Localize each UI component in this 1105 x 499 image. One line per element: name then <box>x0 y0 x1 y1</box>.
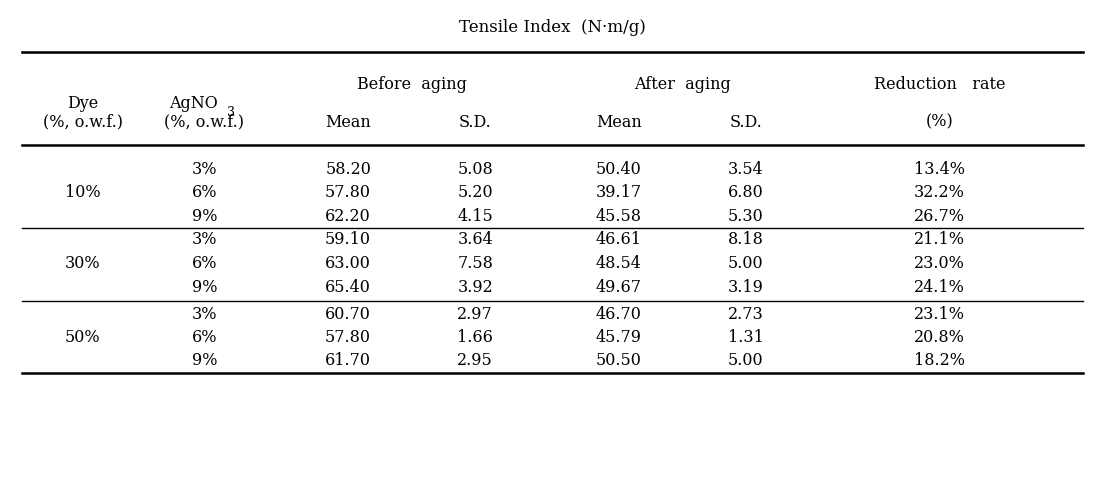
Text: 23.1%: 23.1% <box>914 306 965 323</box>
Text: 57.80: 57.80 <box>325 184 371 201</box>
Text: After  aging: After aging <box>634 76 730 93</box>
Text: 2.95: 2.95 <box>457 352 493 369</box>
Text: 62.20: 62.20 <box>325 208 371 225</box>
Text: 3.92: 3.92 <box>457 279 493 296</box>
Text: 3%: 3% <box>191 306 218 323</box>
Text: 9%: 9% <box>191 208 218 225</box>
Text: 5.30: 5.30 <box>728 208 764 225</box>
Text: 2.97: 2.97 <box>457 306 493 323</box>
Text: 10%: 10% <box>65 184 101 201</box>
Text: 23.0%: 23.0% <box>914 255 965 272</box>
Text: 1.66: 1.66 <box>457 329 493 346</box>
Text: S.D.: S.D. <box>729 114 762 131</box>
Text: 5.00: 5.00 <box>728 255 764 272</box>
Text: 45.58: 45.58 <box>596 208 642 225</box>
Text: 60.70: 60.70 <box>325 306 371 323</box>
Text: 50.40: 50.40 <box>596 161 642 178</box>
Text: 5.08: 5.08 <box>457 161 493 178</box>
Text: 57.80: 57.80 <box>325 329 371 346</box>
Text: 65.40: 65.40 <box>325 279 371 296</box>
Text: 3.54: 3.54 <box>728 161 764 178</box>
Text: Dye: Dye <box>67 95 98 112</box>
Text: Mean: Mean <box>596 114 642 131</box>
Text: 6%: 6% <box>191 184 218 201</box>
Text: 20.8%: 20.8% <box>914 329 965 346</box>
Text: (%, o.w.f.): (%, o.w.f.) <box>165 114 244 131</box>
Text: 3: 3 <box>227 106 235 119</box>
Text: 50.50: 50.50 <box>596 352 642 369</box>
Text: 2.73: 2.73 <box>728 306 764 323</box>
Text: 5.00: 5.00 <box>728 352 764 369</box>
Text: 6%: 6% <box>191 329 218 346</box>
Text: 58.20: 58.20 <box>325 161 371 178</box>
Text: Before  aging: Before aging <box>357 76 466 93</box>
Text: 5.20: 5.20 <box>457 184 493 201</box>
Text: 6%: 6% <box>191 255 218 272</box>
Text: 3.19: 3.19 <box>728 279 764 296</box>
Text: 4.15: 4.15 <box>457 208 493 225</box>
Text: 61.70: 61.70 <box>325 352 371 369</box>
Text: 26.7%: 26.7% <box>914 208 965 225</box>
Text: 9%: 9% <box>191 279 218 296</box>
Text: 6.80: 6.80 <box>728 184 764 201</box>
Text: (%, o.w.f.): (%, o.w.f.) <box>43 114 123 131</box>
Text: 39.17: 39.17 <box>596 184 642 201</box>
Text: 49.67: 49.67 <box>596 279 642 296</box>
Text: Mean: Mean <box>325 114 371 131</box>
Text: 21.1%: 21.1% <box>914 231 965 248</box>
Text: Reduction   rate: Reduction rate <box>873 76 1006 93</box>
Text: S.D.: S.D. <box>459 114 492 131</box>
Text: Tensile Index  (N·m/g): Tensile Index (N·m/g) <box>459 19 646 36</box>
Text: 63.00: 63.00 <box>325 255 371 272</box>
Text: (%): (%) <box>925 114 954 131</box>
Text: 59.10: 59.10 <box>325 231 371 248</box>
Text: AgNO: AgNO <box>169 95 218 112</box>
Text: 46.70: 46.70 <box>596 306 642 323</box>
Text: 7.58: 7.58 <box>457 255 493 272</box>
Text: 50%: 50% <box>65 329 101 346</box>
Text: 8.18: 8.18 <box>728 231 764 248</box>
Text: 18.2%: 18.2% <box>914 352 965 369</box>
Text: 24.1%: 24.1% <box>914 279 965 296</box>
Text: 3%: 3% <box>191 231 218 248</box>
Text: 3%: 3% <box>191 161 218 178</box>
Text: 45.79: 45.79 <box>596 329 642 346</box>
Text: 9%: 9% <box>191 352 218 369</box>
Text: 30%: 30% <box>65 255 101 272</box>
Text: 1.31: 1.31 <box>728 329 764 346</box>
Text: 46.61: 46.61 <box>596 231 642 248</box>
Text: 3.64: 3.64 <box>457 231 493 248</box>
Text: 48.54: 48.54 <box>596 255 642 272</box>
Text: 32.2%: 32.2% <box>914 184 965 201</box>
Text: 13.4%: 13.4% <box>914 161 965 178</box>
